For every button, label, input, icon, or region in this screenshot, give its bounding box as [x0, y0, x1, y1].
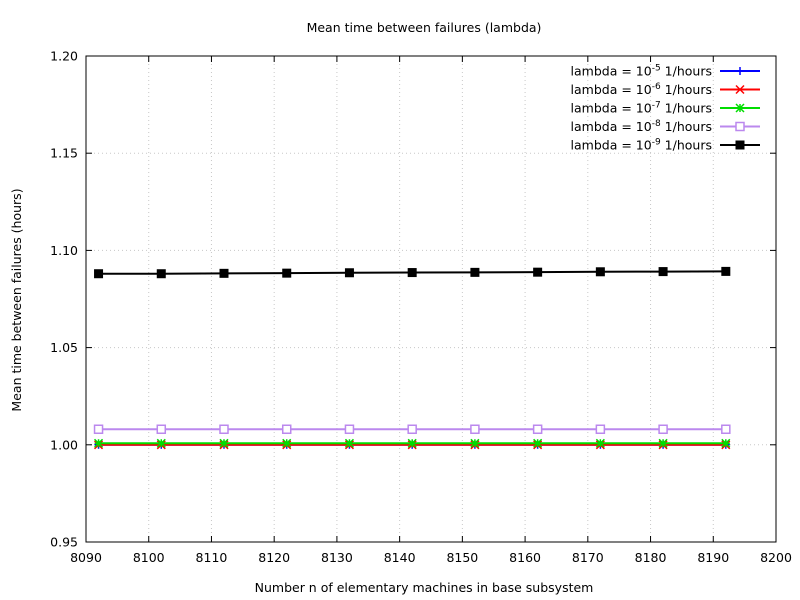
data-point [595, 424, 606, 434]
legend-entry: lambda = 10-9 1/hours [571, 138, 760, 153]
data-point [533, 267, 543, 277]
legend-entry: lambda = 10-7 1/hours [571, 101, 760, 116]
data-point [470, 438, 480, 448]
data-point [658, 424, 668, 434]
data-point [470, 424, 480, 434]
legend-label-exponent: -5 [652, 64, 661, 74]
data-point [407, 424, 417, 434]
y-tick-label: 1.10 [50, 243, 78, 258]
chart-title: Mean time between failures (lambda) [307, 20, 542, 35]
x-tick-label: 8150 [446, 550, 478, 565]
x-tick-label: 8140 [384, 550, 416, 565]
data-point [281, 424, 292, 434]
legend-label-suffix: 1/hours [661, 101, 712, 116]
data-point [93, 424, 104, 434]
legend-entry: lambda = 10-5 1/hours [571, 64, 760, 79]
y-axis-label: Mean time between failures (hours) [9, 188, 24, 411]
data-point [344, 268, 354, 278]
legend-entry: lambda = 10-8 1/hours [571, 119, 760, 134]
data-point [595, 438, 605, 448]
data-point [219, 268, 229, 278]
data-point [721, 424, 731, 434]
legend-label-prefix: lambda = 10 [571, 119, 652, 134]
x-tick-label: 8180 [635, 550, 667, 565]
x-tick-label: 8100 [133, 550, 165, 565]
legend-label-prefix: lambda = 10 [571, 64, 652, 79]
legend-label-suffix: 1/hours [661, 64, 712, 79]
legend-label: lambda = 10-8 1/hours [571, 119, 712, 134]
data-point [344, 438, 354, 448]
y-tick-label: 1.00 [50, 437, 78, 452]
data-point [94, 269, 104, 279]
legend-swatch-marker [735, 140, 745, 150]
x-tick-label: 8190 [697, 550, 729, 565]
series-3 [94, 438, 731, 448]
data-point [156, 438, 166, 448]
x-tick-label: 8090 [70, 550, 102, 565]
y-tick-label: 1.20 [50, 49, 78, 64]
legend-label-exponent: -7 [652, 101, 661, 111]
legend-label: lambda = 10-6 1/hours [571, 82, 712, 97]
x-tick-label: 8110 [196, 550, 228, 565]
data-point [219, 424, 229, 434]
x-tick-label: 8120 [258, 550, 290, 565]
data-point [407, 438, 417, 448]
series-layer [93, 266, 731, 450]
legend-label-exponent: -9 [652, 138, 661, 148]
legend-label-suffix: 1/hours [661, 119, 712, 134]
x-tick-label: 8130 [321, 550, 353, 565]
legend-label-exponent: -8 [652, 119, 661, 129]
y-tick-labels: 0.95 1.00 1.05 1.10 1.15 1.20 [50, 49, 78, 550]
data-point [156, 424, 167, 434]
data-point [219, 438, 229, 448]
x-tick-label: 8170 [572, 550, 604, 565]
data-point [407, 268, 417, 278]
legend-swatch-marker [736, 67, 744, 75]
legend-label: lambda = 10-5 1/hours [571, 64, 712, 79]
legend-label: lambda = 10-9 1/hours [571, 138, 712, 153]
series-5 [94, 266, 731, 279]
data-point [658, 267, 668, 277]
x-tick-label: 8160 [509, 550, 541, 565]
legend-label-exponent: -6 [652, 82, 661, 92]
y-tick-label: 1.15 [50, 146, 78, 161]
x-tick-labels: 8090 8100 8110 8120 8130 8140 8150 8160 8170 8180… [70, 550, 792, 565]
legend-swatch-marker [735, 121, 745, 132]
data-point [156, 269, 166, 279]
x-axis-label: Number n of elementary machines in base … [255, 580, 594, 595]
legend-label-suffix: 1/hours [661, 138, 712, 153]
data-point [344, 424, 355, 434]
data-point [721, 266, 731, 276]
data-point [721, 438, 731, 448]
y-tick-label: 0.95 [50, 535, 78, 550]
data-point [94, 438, 104, 448]
data-point [595, 267, 605, 277]
series-4 [93, 424, 731, 434]
data-point [282, 438, 292, 448]
legend-label-suffix: 1/hours [661, 82, 712, 97]
legend-label-prefix: lambda = 10 [571, 101, 652, 116]
data-point [533, 438, 543, 448]
plot-frame [85, 55, 777, 543]
legend-entry: lambda = 10-6 1/hours [571, 82, 760, 97]
data-point [470, 267, 480, 277]
legend-label: lambda = 10-7 1/hours [571, 101, 712, 116]
data-point [282, 268, 292, 278]
legend-swatch-marker [735, 103, 745, 113]
legend-label-prefix: lambda = 10 [571, 138, 652, 153]
x-tick-label: 8200 [760, 550, 792, 565]
legend-label-prefix: lambda = 10 [571, 82, 652, 97]
legend-swatch-marker [735, 84, 745, 95]
data-point [532, 424, 543, 434]
data-point [658, 438, 668, 448]
y-tick-label: 1.05 [50, 340, 78, 355]
